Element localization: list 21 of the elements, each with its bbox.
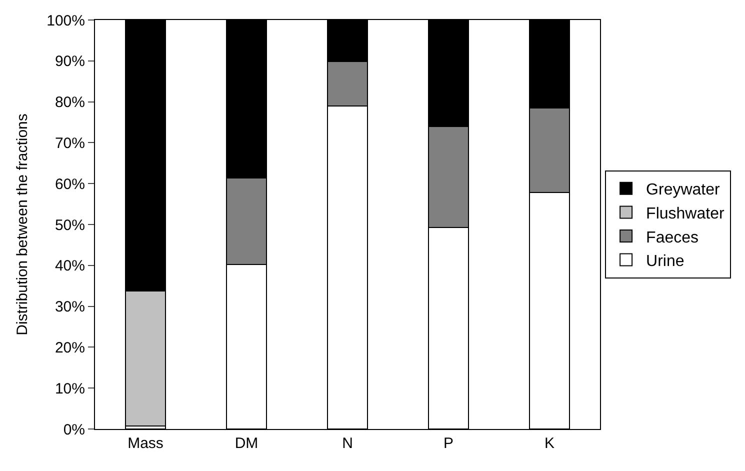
x-tick-label: Mass <box>128 435 164 452</box>
legend-label: Greywater <box>646 182 721 199</box>
legend-label: Faeces <box>646 229 699 246</box>
y-tick-label: 70% <box>54 134 85 152</box>
x-tick-label: K <box>544 435 555 452</box>
y-tick-label: 100% <box>46 12 85 30</box>
y-tick-label: 50% <box>54 216 85 234</box>
y-tick-label: 0% <box>63 421 85 438</box>
y-axis-title: Distribution between the fractions <box>14 114 31 336</box>
legend-label: Urine <box>646 253 684 270</box>
legend-label: Flushwater <box>646 205 725 222</box>
x-tick-label: P <box>443 435 454 452</box>
y-tick-label: 10% <box>54 380 85 398</box>
y-tick-label: 80% <box>54 94 85 112</box>
y-tick-label: 30% <box>54 298 85 316</box>
y-tick-label: 60% <box>54 176 85 193</box>
y-tick-label: 40% <box>54 258 85 275</box>
x-tick-label: DM <box>234 435 258 452</box>
x-tick-label: N <box>342 435 353 452</box>
y-tick-label: 90% <box>54 53 85 70</box>
y-tick-label: 20% <box>54 339 85 356</box>
